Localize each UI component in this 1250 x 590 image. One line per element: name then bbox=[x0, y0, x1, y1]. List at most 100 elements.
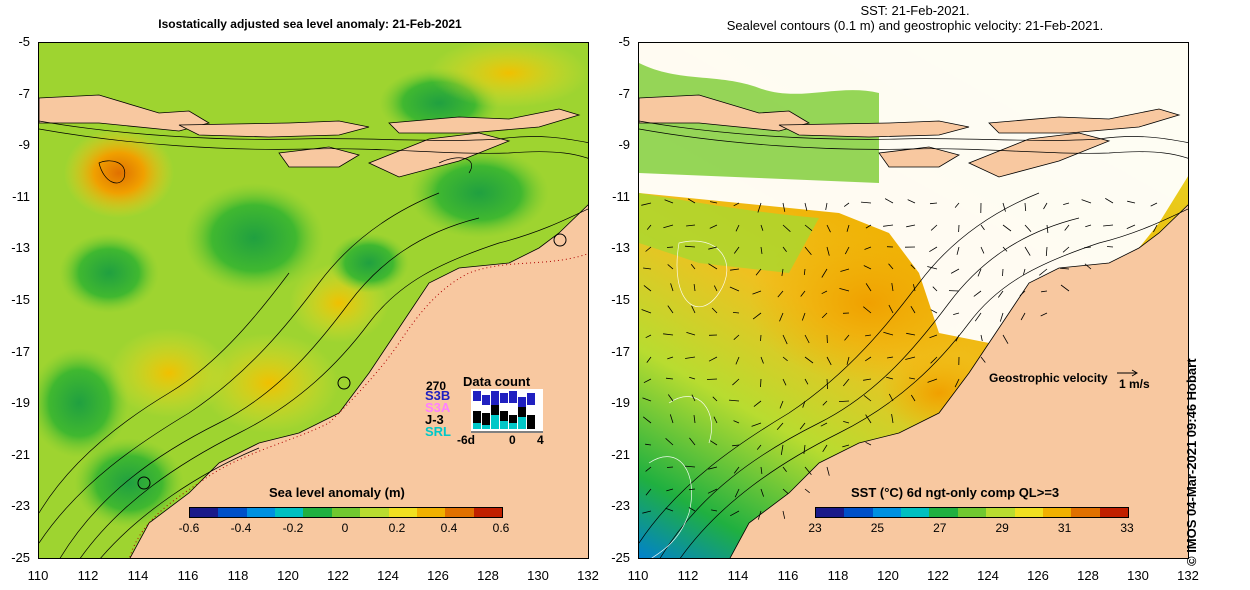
tide-gauge-marker[interactable] bbox=[137, 476, 151, 490]
velocity-arrow bbox=[1153, 224, 1158, 233]
colorbar-tick: 0.6 bbox=[492, 521, 510, 535]
longitude-tick: 132 bbox=[577, 568, 599, 583]
velocity-arrow bbox=[822, 400, 828, 406]
velocity-arrow bbox=[733, 466, 740, 474]
velocity-arrow bbox=[886, 376, 894, 380]
velocity-arrow bbox=[1084, 263, 1092, 270]
velocity-arrow bbox=[888, 393, 894, 402]
longitude-tick: 118 bbox=[227, 568, 249, 583]
latitude-tick: -17 bbox=[611, 343, 630, 359]
velocity-arrow bbox=[888, 263, 894, 270]
longitude-tick: 122 bbox=[327, 568, 349, 583]
latitude-tick: -21 bbox=[11, 446, 30, 462]
velocity-arrow bbox=[752, 312, 762, 320]
latitude-tick: -11 bbox=[12, 188, 30, 204]
velocity-arrow bbox=[842, 444, 850, 448]
velocity-arrow bbox=[645, 488, 652, 496]
imos-credit: © IMOS 04-Mar-2021 09:46 Hobart bbox=[1184, 358, 1199, 566]
velocity-arrow bbox=[733, 420, 740, 424]
velocity-arrow bbox=[863, 395, 872, 402]
velocity-arrow bbox=[645, 246, 652, 252]
velocity-arrow bbox=[641, 202, 652, 206]
velocity-arrow bbox=[686, 332, 696, 336]
velocity-arrow bbox=[956, 246, 960, 255]
sst-map[interactable]: Geostrophic velocity 1 m/s SST (°C) 6d n… bbox=[638, 42, 1189, 559]
velocity-arrow bbox=[1127, 200, 1136, 204]
velocity-arrow bbox=[1039, 268, 1048, 276]
velocity-arrow bbox=[865, 414, 872, 424]
velocity-arrow bbox=[1046, 224, 1049, 233]
velocity-arrow bbox=[932, 286, 938, 292]
velocity-arrow bbox=[1024, 246, 1031, 256]
velocity-arrow bbox=[929, 246, 938, 253]
latitude-tick: -9 bbox=[618, 137, 630, 153]
velocity-arrow bbox=[846, 356, 850, 365]
velocity-arrow bbox=[666, 246, 674, 248]
velocity-arrow bbox=[883, 331, 894, 336]
velocity-arrow bbox=[1062, 246, 1070, 253]
latitude-tick: -5 bbox=[618, 34, 630, 49]
velocity-arrow bbox=[844, 246, 850, 255]
sea-level-anomaly-map-image bbox=[39, 43, 588, 558]
mission-s3b: S3B bbox=[425, 388, 451, 403]
velocity-arrow bbox=[913, 284, 916, 292]
velocity-arrow bbox=[751, 422, 762, 427]
left-colorbar bbox=[189, 507, 503, 518]
velocity-arrow bbox=[1060, 284, 1070, 292]
velocity-arrow bbox=[760, 224, 764, 231]
longitude-tick: 130 bbox=[1127, 568, 1149, 583]
velocity-arrow bbox=[1002, 246, 1008, 252]
latitude-tick: -23 bbox=[611, 498, 630, 514]
longitude-tick: 110 bbox=[27, 568, 49, 583]
longitude-tick: 120 bbox=[877, 568, 899, 583]
velocity-arrow bbox=[782, 246, 787, 253]
latitude-tick: -21 bbox=[611, 446, 630, 462]
velocity-arrow bbox=[684, 245, 696, 248]
velocity-arrow bbox=[909, 377, 916, 380]
velocity-arrow bbox=[713, 416, 718, 424]
velocity-arrow bbox=[977, 268, 982, 277]
velocity-arrow bbox=[906, 332, 916, 336]
velocity-arrow bbox=[800, 290, 806, 297]
velocity-arrow bbox=[1024, 202, 1027, 212]
velocity-arrow bbox=[839, 288, 850, 292]
velocity-arrow bbox=[776, 422, 784, 431]
colorbar-swatch bbox=[388, 508, 417, 517]
velocity-arrow bbox=[1002, 334, 1009, 344]
longitude-tick: 116 bbox=[777, 568, 799, 583]
velocity-arrow bbox=[930, 356, 938, 364]
colorbar-swatch bbox=[1071, 508, 1100, 517]
velocity-arrow bbox=[645, 334, 652, 339]
velocity-arrow bbox=[865, 334, 872, 337]
velocity-arrow bbox=[709, 224, 718, 229]
velocity-arrow bbox=[687, 198, 696, 204]
latitude-tick: -23 bbox=[11, 498, 30, 514]
velocity-arrow bbox=[782, 466, 787, 473]
bathymetry-contours bbox=[39, 120, 588, 558]
longitude-tick: 112 bbox=[77, 568, 99, 583]
latitude-tick: -19 bbox=[611, 395, 630, 411]
velocity-arrow bbox=[646, 224, 652, 230]
tide-gauge-marker[interactable] bbox=[337, 376, 351, 390]
velocity-arrow bbox=[690, 264, 696, 270]
velocity-arrow bbox=[804, 224, 813, 232]
longitude-tick: 132 bbox=[1177, 568, 1199, 583]
positive-anomaly-eddy bbox=[64, 128, 174, 218]
colorbar-tick: -0.2 bbox=[282, 521, 304, 535]
velocity-arrow bbox=[782, 488, 789, 494]
velocity-arrow bbox=[821, 268, 828, 278]
velocity-arrow bbox=[865, 283, 872, 292]
latitude-tick: -15 bbox=[611, 292, 630, 307]
velocity-arrow bbox=[820, 422, 828, 427]
velocity-arrow bbox=[860, 201, 872, 204]
sea-level-anomaly-map[interactable]: Data count 270 S3B S3A J-3 SRL -6d 0 4 S… bbox=[38, 42, 589, 559]
velocity-arrow bbox=[693, 284, 696, 292]
velocity-arrow bbox=[734, 488, 740, 498]
longitude-tick: 128 bbox=[477, 568, 499, 583]
longitude-tick: 110 bbox=[627, 568, 649, 583]
velocity-arrow bbox=[760, 334, 762, 342]
velocity-arrow bbox=[910, 264, 916, 270]
velocity-arrow bbox=[980, 246, 985, 254]
mission-s3a: S3A bbox=[425, 400, 451, 415]
tide-gauge-marker[interactable] bbox=[553, 233, 567, 247]
